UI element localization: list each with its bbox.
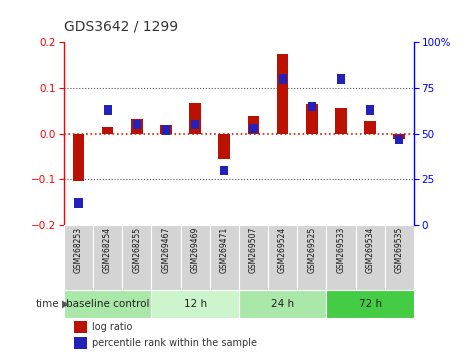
- Bar: [326, 225, 356, 290]
- Bar: [131, 119, 143, 134]
- Bar: [64, 225, 93, 290]
- Text: time: time: [35, 299, 59, 309]
- Bar: [160, 125, 172, 134]
- Bar: [191, 120, 199, 129]
- Bar: [189, 103, 201, 134]
- Text: GSM268254: GSM268254: [103, 227, 112, 273]
- Bar: [162, 125, 170, 135]
- Bar: [133, 120, 141, 129]
- Bar: [249, 124, 257, 133]
- Bar: [394, 134, 405, 139]
- Bar: [151, 225, 181, 290]
- Text: ▶: ▶: [61, 299, 69, 309]
- Bar: [364, 121, 376, 134]
- Bar: [279, 74, 287, 84]
- Bar: [74, 321, 87, 333]
- Text: 72 h: 72 h: [359, 299, 382, 309]
- Text: GSM268253: GSM268253: [74, 227, 83, 273]
- Bar: [93, 225, 122, 290]
- Bar: [268, 225, 297, 290]
- Bar: [64, 290, 151, 318]
- Bar: [366, 105, 374, 114]
- Bar: [74, 337, 87, 349]
- Text: GSM269533: GSM269533: [336, 227, 345, 273]
- Text: GSM269471: GSM269471: [220, 227, 229, 273]
- Text: percentile rank within the sample: percentile rank within the sample: [92, 338, 257, 348]
- Bar: [248, 116, 259, 134]
- Bar: [73, 134, 84, 181]
- Text: GSM269525: GSM269525: [307, 227, 316, 273]
- Bar: [326, 290, 414, 318]
- Text: 24 h: 24 h: [271, 299, 294, 309]
- Bar: [277, 54, 289, 134]
- Bar: [395, 135, 403, 144]
- Text: GSM269524: GSM269524: [278, 227, 287, 273]
- Bar: [239, 225, 268, 290]
- Bar: [239, 290, 326, 318]
- Text: GDS3642 / 1299: GDS3642 / 1299: [64, 19, 178, 34]
- Text: log ratio: log ratio: [92, 322, 132, 332]
- Text: GSM269469: GSM269469: [191, 227, 200, 273]
- Bar: [335, 108, 347, 134]
- Text: GSM269467: GSM269467: [161, 227, 170, 273]
- Bar: [220, 166, 228, 175]
- Text: GSM269535: GSM269535: [395, 227, 404, 273]
- Bar: [219, 134, 230, 159]
- Bar: [102, 127, 114, 134]
- Bar: [181, 225, 210, 290]
- Bar: [308, 102, 316, 111]
- Bar: [151, 290, 239, 318]
- Text: baseline control: baseline control: [66, 299, 149, 309]
- Bar: [385, 225, 414, 290]
- Text: 12 h: 12 h: [184, 299, 207, 309]
- Bar: [306, 104, 317, 134]
- Bar: [210, 225, 239, 290]
- Bar: [74, 198, 82, 207]
- Bar: [122, 225, 151, 290]
- Text: GSM268255: GSM268255: [132, 227, 141, 273]
- Bar: [337, 74, 345, 84]
- Text: GSM269507: GSM269507: [249, 227, 258, 273]
- Bar: [356, 225, 385, 290]
- Text: GSM269534: GSM269534: [366, 227, 375, 273]
- Bar: [104, 105, 112, 114]
- Bar: [297, 225, 326, 290]
